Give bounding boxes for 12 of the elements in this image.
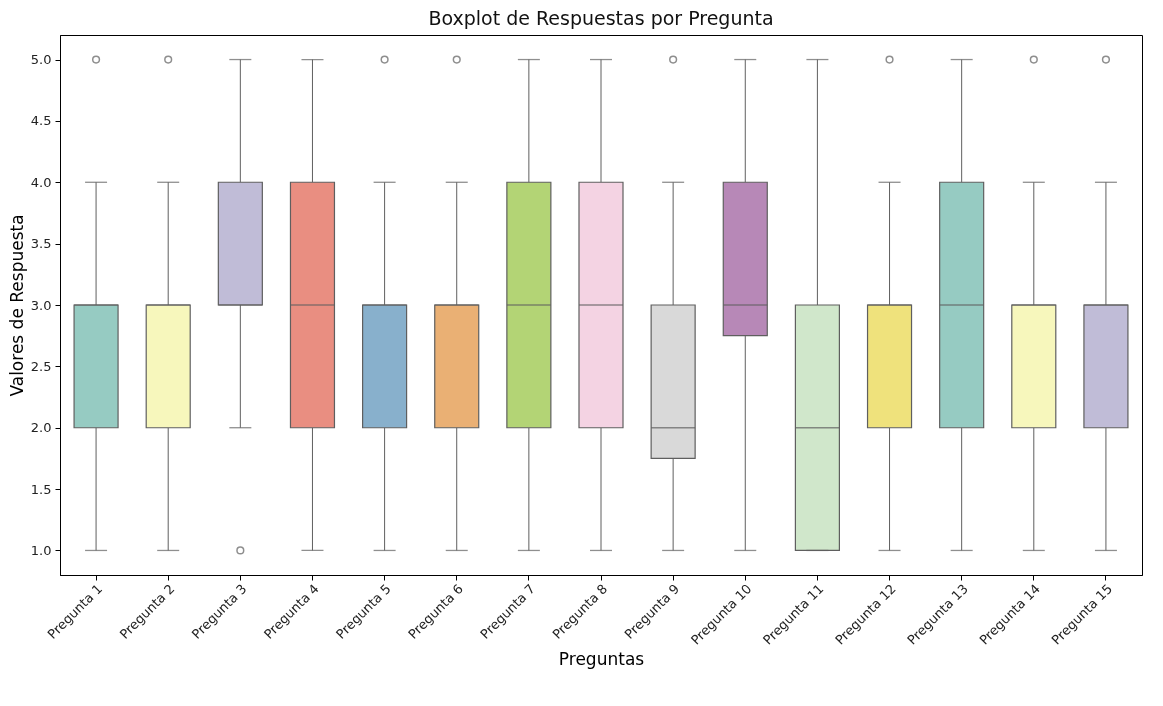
y-tick-label: 4.5 (30, 113, 52, 129)
y-tick-label: 3.0 (30, 297, 52, 313)
y-tick-label: 3.5 (30, 236, 52, 252)
y-tick-label: 5.0 (30, 52, 52, 68)
y-tick-label: 1.5 (30, 481, 52, 497)
y-tick-label: 1.0 (30, 542, 52, 558)
y-tick-label: 2.5 (30, 358, 52, 374)
y-axis-title: Valores de Respuesta (6, 214, 27, 397)
y-tick-label: 2.0 (30, 420, 52, 436)
chart-title: Boxplot de Respuestas por Pregunta (428, 7, 774, 29)
x-axis-title: Preguntas (558, 648, 645, 669)
y-tick-label: 4.0 (30, 174, 52, 190)
